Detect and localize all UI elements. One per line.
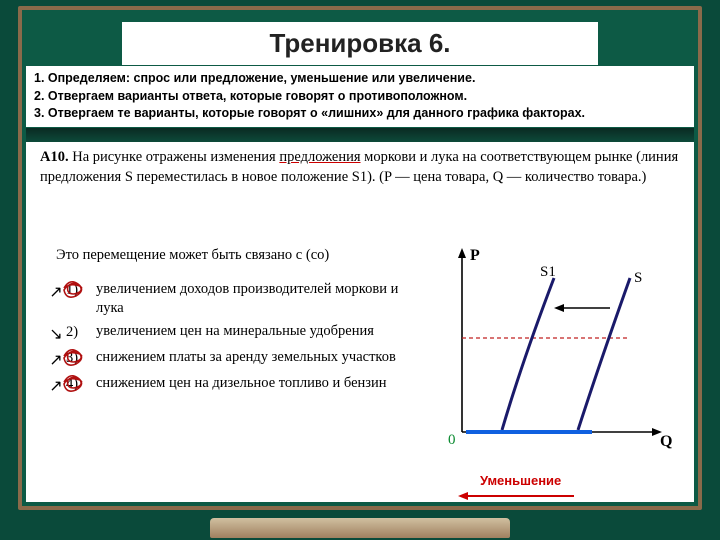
option-row: ↘2)увеличением цен на минеральные удобре… bbox=[46, 322, 416, 344]
option-row: ↗3)снижением платы за аренду земельных у… bbox=[46, 348, 416, 370]
option-row: ↗4)снижением цен на дизельное топливо и … bbox=[46, 374, 416, 396]
svg-text:S1: S1 bbox=[540, 264, 556, 280]
problem-underlined: предложения bbox=[279, 149, 360, 165]
step-2: 2. Отвергаем варианты ответа, которые го… bbox=[34, 88, 686, 106]
lead-text: Это перемещение может быть связано с (со… bbox=[56, 246, 416, 266]
slide-title: Тренировка 6. bbox=[122, 22, 598, 65]
svg-text:0: 0 bbox=[448, 432, 456, 448]
problem-statement: А10. На рисунке отражены изменения предл… bbox=[40, 148, 682, 187]
problem-text-pre: На рисунке отражены изменения bbox=[69, 149, 280, 165]
problem-label: А10. bbox=[40, 149, 69, 165]
chalk-tray bbox=[210, 518, 510, 538]
supply-chart: P Q 0 S1 S bbox=[422, 242, 682, 462]
annotation-text: Уменьшение bbox=[480, 473, 561, 488]
step-1: 1. Определяем: спрос или предложение, ум… bbox=[34, 70, 686, 88]
option-row: ↗1)увеличением доходов производителей мо… bbox=[46, 280, 416, 318]
steps-box: 1. Определяем: спрос или предложение, ум… bbox=[26, 66, 694, 127]
option-number: 4) bbox=[66, 374, 96, 393]
chalkboard: Тренировка 6. 1. Определяем: спрос или п… bbox=[18, 6, 702, 510]
divider-band bbox=[26, 128, 694, 142]
content-area: А10. На рисунке отражены изменения предл… bbox=[26, 142, 694, 502]
annotation-arrow bbox=[456, 488, 576, 498]
step-3: 3. Отвергаем те варианты, которые говоря… bbox=[34, 105, 686, 123]
options-list: ↗1)увеличением доходов производителей мо… bbox=[46, 280, 416, 400]
option-number: 3) bbox=[66, 348, 96, 367]
svg-text:P: P bbox=[470, 247, 480, 264]
option-number: 1) bbox=[66, 280, 96, 299]
option-number: 2) bbox=[66, 322, 96, 341]
option-text: снижением платы за аренду земельных учас… bbox=[96, 348, 416, 367]
svg-text:S: S bbox=[634, 270, 642, 286]
option-text: увеличением доходов производителей морко… bbox=[96, 280, 416, 318]
svg-text:Q: Q bbox=[660, 433, 672, 450]
option-text: увеличением цен на минеральные удобрения bbox=[96, 322, 416, 341]
option-text: снижением цен на дизельное топливо и бен… bbox=[96, 374, 416, 393]
direction-arrow: ↘ bbox=[46, 322, 66, 344]
